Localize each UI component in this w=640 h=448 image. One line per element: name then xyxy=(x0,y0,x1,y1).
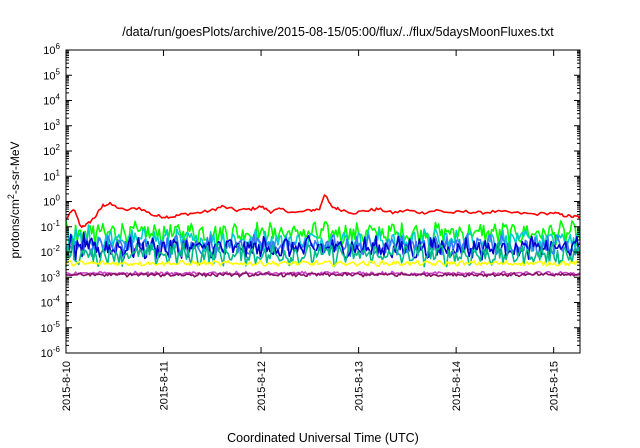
y-tick-label: 10-4 xyxy=(41,295,61,310)
y-axis-label-sup: 2 xyxy=(6,194,16,199)
flux-series-line xyxy=(65,259,581,267)
y-axis-label: protons/cm2-s-sr-MeV xyxy=(6,141,22,258)
chart-title: /data/run/goesPlots/archive/2015-08-15/0… xyxy=(122,25,554,39)
y-tick-label: 105 xyxy=(43,67,60,82)
y-tick-label: 102 xyxy=(43,143,60,158)
y-axis: 106 105 104 103 102 101 100 10-1 10-2 10-3 10-4 10-… xyxy=(41,42,580,360)
y-tick-label: 104 xyxy=(43,93,60,108)
x-tick-label: 2015-8-10 xyxy=(61,361,73,411)
x-tick-label: 2015-8-15 xyxy=(549,361,561,411)
plot-frame xyxy=(65,49,581,354)
y-tick-label: 103 xyxy=(43,118,60,133)
y-axis-label-rest: -s-sr-MeV xyxy=(8,141,22,194)
y-tick-label: 106 xyxy=(43,42,60,57)
y-tick-label: 100 xyxy=(43,194,60,209)
x-tick-label: 2015-8-13 xyxy=(354,361,366,411)
y-tick-label: 10-5 xyxy=(41,320,61,335)
series-layer xyxy=(65,194,581,278)
flux-series-line xyxy=(65,237,581,268)
y-tick-label: 10-3 xyxy=(41,269,61,284)
x-tick-label: 2015-8-14 xyxy=(451,361,463,411)
y-tick-label: 10-1 xyxy=(41,219,61,234)
flux-series-line xyxy=(65,220,581,247)
flux-series-line xyxy=(65,194,581,229)
x-axis-label: Coordinated Universal Time (UTC) xyxy=(227,431,419,445)
y-axis-label-main: protons/cm xyxy=(8,199,22,258)
y-tick-label: 101 xyxy=(43,168,60,183)
y-tick-label: 10-6 xyxy=(41,345,61,360)
x-axis: 2015-8-10 2015-8-11 2015-8-12 2015-8-13 2015… xyxy=(61,50,561,411)
flux-series-line xyxy=(65,271,581,278)
x-tick-label: 2015-8-12 xyxy=(256,361,268,411)
x-tick-label: 2015-8-11 xyxy=(159,361,171,410)
y-tick-label: 10-2 xyxy=(41,244,61,259)
